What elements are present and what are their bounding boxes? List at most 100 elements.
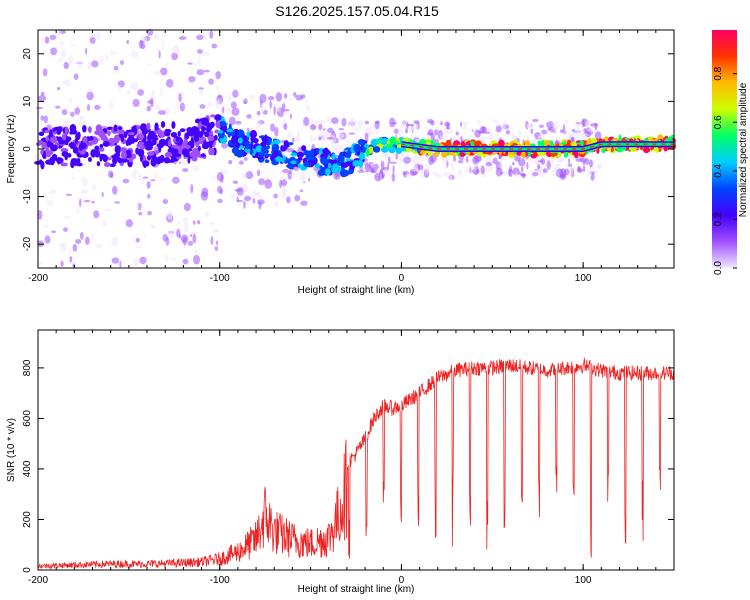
spectrogram-noise-cell	[194, 63, 197, 67]
spectrogram-noise-cell	[59, 30, 66, 35]
spectrogram-cell	[184, 144, 191, 150]
spectrogram-noise-cell	[51, 230, 57, 234]
spectrogram-noise-cell	[44, 235, 51, 244]
spectrogram-noise-cell	[347, 122, 352, 128]
spectrogram-noise-cell	[119, 260, 122, 268]
spectrogram-noise-cell	[132, 81, 139, 92]
spectrogram-noise-cell	[199, 104, 206, 109]
spectrogram-cell	[41, 141, 48, 150]
spectrogram-noise-cell	[231, 107, 240, 116]
spectrogram-noise-cell	[569, 167, 573, 176]
spectrogram-cell	[167, 139, 172, 147]
spectrogram-noise-cell	[280, 179, 288, 187]
spectrogram-noise-cell	[274, 126, 279, 137]
spectrogram-noise-cell	[451, 163, 454, 172]
spectrogram-noise-cell	[178, 161, 182, 164]
spectrogram-noise-cell	[44, 224, 49, 228]
spectrogram-noise-cell	[87, 60, 92, 71]
spectrogram-cell	[283, 140, 290, 148]
spectrogram-noise-cell	[428, 156, 434, 166]
spectrogram-cell	[173, 148, 179, 158]
spectrogram-noise-cell	[526, 161, 529, 170]
spectrogram-noise-cell	[391, 172, 396, 182]
spectrogram-noise-cell	[216, 172, 224, 182]
spectrogram-noise-cell	[38, 261, 43, 267]
spectrogram-cell	[96, 161, 101, 167]
spectrogram-noise-cell	[208, 78, 214, 85]
spectrogram-noise-cell	[487, 165, 491, 173]
spectrogram-noise-cell	[64, 216, 71, 219]
colorbar-ticks: 0.0 0.2 0.4 0.6 0.8	[713, 66, 737, 275]
spectrogram-noise-cell	[502, 170, 509, 176]
spectrogram-noise-cell	[287, 131, 293, 139]
spectrogram-cell	[120, 147, 128, 153]
spectrogram-cell	[175, 137, 180, 142]
spectrogram-noise-cell	[294, 194, 301, 202]
spectrogram-noise-cell	[221, 106, 225, 114]
spectrogram-noise-cell	[81, 176, 88, 186]
spectrogram-noise-cell	[85, 47, 88, 55]
spectrogram-noise-cell	[404, 173, 411, 179]
spectrogram-noise-cell	[335, 143, 341, 152]
spectrogram-noise-cell	[58, 243, 66, 247]
spectrogram-noise-cell	[203, 69, 210, 73]
spectrogram-noise-cell	[291, 137, 295, 143]
spectrogram-noise-cell	[526, 123, 533, 129]
spectrogram-cell	[346, 149, 352, 159]
y-tick-label: -10	[22, 189, 33, 204]
spectrogram-noise-cell	[457, 170, 463, 178]
spectrogram-noise-cell	[112, 185, 118, 195]
spectrogram-noise-cell	[308, 177, 311, 182]
spectrogram-noise-cell	[532, 138, 540, 144]
spectrogram-noise-cell	[249, 94, 256, 100]
spectrogram-noise-cell	[196, 69, 205, 76]
spectrogram-cell	[504, 150, 509, 157]
spectrogram-noise-cell	[130, 82, 135, 89]
spectrogram-noise-cell	[38, 152, 42, 162]
colorbar: 0.0 0.2 0.4 0.6 0.8 Normalized spectral ampl…	[712, 30, 749, 275]
spectrogram-noise-cell	[330, 145, 334, 150]
figure-title: S126.2025.157.05.04.R15	[275, 3, 439, 19]
colorbar-tick-label: 0.6	[713, 115, 724, 129]
snr-line	[37, 357, 675, 570]
spectrogram-noise-cell	[188, 75, 196, 83]
spectrogram-noise-cell	[589, 159, 593, 168]
spectrogram-cell	[252, 137, 259, 144]
spectrogram-cell	[260, 141, 267, 148]
spectrogram-noise-cell	[232, 180, 239, 185]
spectrogram-noise-cell	[267, 95, 275, 101]
y-tick-label: 600	[22, 410, 33, 427]
spectrogram-noise-cell	[176, 221, 181, 224]
spectrogram-noise-cell	[218, 95, 222, 98]
spectrogram-noise-cell	[172, 44, 181, 54]
spectrogram-cell	[61, 132, 67, 141]
spectrogram-noise-cell	[168, 230, 176, 238]
spectrogram-cell	[303, 161, 312, 168]
spectrogram-cell	[376, 139, 382, 144]
spectrogram-cell	[237, 129, 245, 138]
spectrogram-noise-cell	[49, 34, 57, 40]
spectrogram-noise-cell	[379, 172, 382, 180]
spectrogram-noise-cell	[45, 36, 50, 44]
spectrogram-noise-cell	[541, 129, 548, 135]
spectrogram-noise-cell	[439, 134, 447, 140]
spectrogram-noise-cell	[413, 120, 420, 124]
spectrogram-noise-cell	[70, 111, 75, 117]
spectrogram-noise-cell	[594, 131, 602, 140]
spectrogram-cell	[71, 158, 78, 162]
spectrogram-noise-cell	[522, 173, 526, 177]
spectrogram-cell	[271, 143, 280, 152]
spectrogram-cell	[275, 156, 283, 162]
spectrogram-cell	[102, 154, 108, 163]
spectrogram-cell	[87, 126, 92, 133]
spectrogram-noise-cell	[442, 171, 450, 177]
spectrogram-noise-cell	[511, 161, 515, 166]
spectrogram-cell	[131, 126, 136, 130]
spectrogram-noise-cell	[190, 183, 194, 194]
spectrogram-noise-cell	[482, 174, 487, 178]
spectrogram-cell	[234, 128, 239, 133]
spectrogram-noise-cell	[279, 176, 284, 180]
spectrogram-noise-cell	[180, 159, 189, 166]
spectrogram-cell	[297, 157, 303, 161]
